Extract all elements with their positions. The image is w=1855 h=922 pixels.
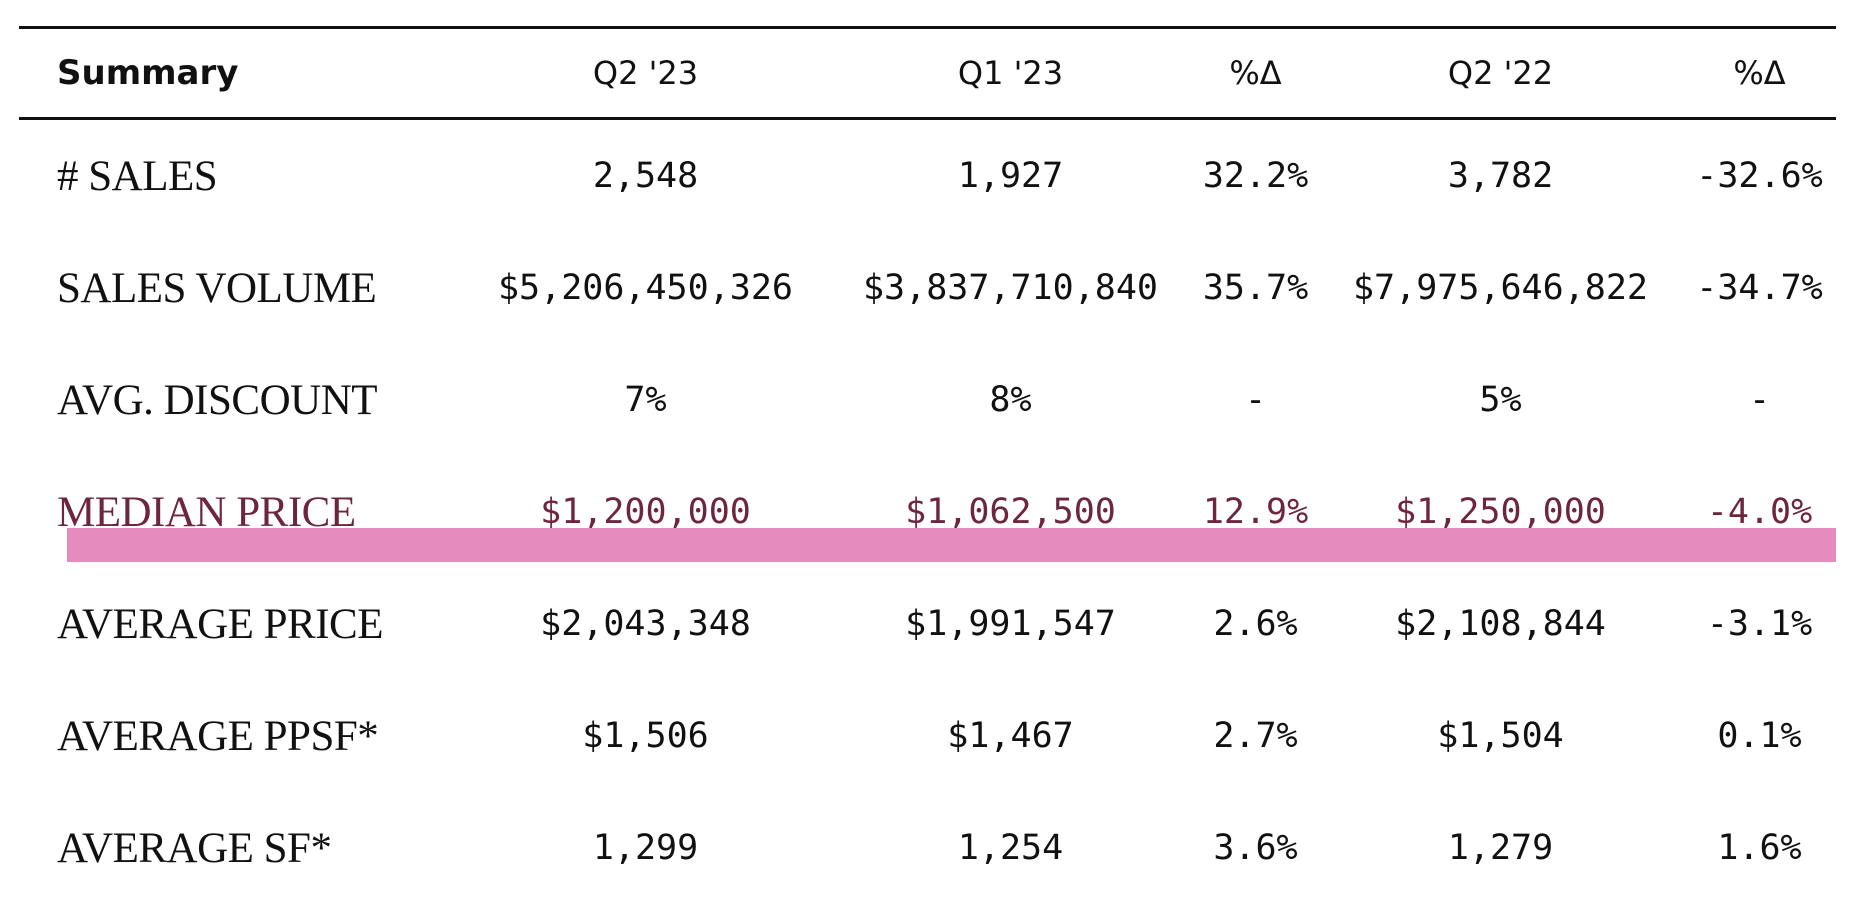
cell-q1-23: $3,837,710,840 [862, 268, 1158, 308]
table-row-avg-discount: AVG. DISCOUNT 7% 8% - 5% - [19, 344, 1836, 456]
cell-q2-23: $2,043,348 [540, 604, 751, 644]
cell-q2-23: 1,299 [592, 828, 699, 868]
cell-pct-qoq: 32.2% [1202, 156, 1309, 196]
row-label: AVERAGE SF* [57, 824, 332, 872]
summary-table: Summary Q2 '23 Q1 '23 %Δ Q2 '22 %Δ # SAL… [19, 26, 1836, 904]
header-q1-23: Q1 '23 [957, 54, 1064, 92]
table-row-median-price: MEDIAN PRICE $1,200,000 $1,062,500 12.9%… [19, 456, 1836, 568]
header-summary: Summary [57, 53, 239, 93]
table-row-sales-count: # SALES 2,548 1,927 32.2% 3,782 -32.6% [19, 119, 1836, 233]
cell-q2-23: $1,506 [582, 716, 709, 756]
header-q2-23: Q2 '23 [592, 54, 699, 92]
cell-pct-yoy: - [1748, 380, 1771, 420]
cell-q1-23: 1,254 [957, 828, 1064, 868]
cell-q2-23: $5,206,450,326 [497, 268, 793, 308]
cell-q2-23: 7% [624, 380, 667, 420]
row-label: SALES VOLUME [57, 264, 377, 312]
cell-pct-yoy: -32.6% [1696, 156, 1823, 196]
table-row-sales-volume: SALES VOLUME $5,206,450,326 $3,837,710,8… [19, 232, 1836, 344]
cell-q2-23: $1,200,000 [540, 492, 751, 532]
table-row-average-price: AVERAGE PRICE $2,043,348 $1,991,547 2.6%… [19, 568, 1836, 680]
cell-pct-qoq: 12.9% [1202, 492, 1309, 532]
cell-pct-qoq: 2.7% [1213, 716, 1298, 756]
cell-pct-qoq: 3.6% [1213, 828, 1298, 868]
cell-pct-yoy: 1.6% [1717, 828, 1802, 868]
cell-pct-qoq: - [1244, 380, 1267, 420]
cell-q2-22: 3,782 [1447, 156, 1554, 196]
cell-q1-23: $1,062,500 [905, 492, 1116, 532]
cell-q2-22: $1,250,000 [1395, 492, 1606, 532]
cell-q2-22: $1,504 [1437, 716, 1564, 756]
row-label: AVG. DISCOUNT [57, 376, 378, 424]
cell-q2-23: 2,548 [592, 156, 699, 196]
summary-table-container: Summary Q2 '23 Q1 '23 %Δ Q2 '22 %Δ # SAL… [19, 26, 1836, 904]
cell-q2-22: $7,975,646,822 [1352, 268, 1648, 308]
cell-pct-qoq: 35.7% [1202, 268, 1309, 308]
cell-pct-yoy: 0.1% [1717, 716, 1802, 756]
cell-q1-23: $1,991,547 [905, 604, 1116, 644]
cell-q1-23: 8% [989, 380, 1032, 420]
cell-pct-yoy: -34.7% [1696, 268, 1823, 308]
cell-q2-22: $2,108,844 [1395, 604, 1606, 644]
row-label: AVERAGE PRICE [57, 600, 384, 648]
cell-q2-22: 5% [1479, 380, 1522, 420]
header-pct-change-yoy: %Δ [1733, 54, 1786, 92]
row-label: AVERAGE PPSF* [57, 712, 379, 760]
header-pct-change-qoq: %Δ [1229, 54, 1282, 92]
cell-pct-yoy: -4.0% [1706, 492, 1813, 532]
header-q2-22: Q2 '22 [1447, 54, 1554, 92]
cell-q1-23: 1,927 [957, 156, 1064, 196]
row-label: # SALES [57, 152, 218, 200]
cell-pct-qoq: 2.6% [1213, 604, 1298, 644]
row-label: MEDIAN PRICE [57, 488, 356, 536]
cell-q1-23: $1,467 [947, 716, 1074, 756]
cell-pct-yoy: -3.1% [1706, 604, 1813, 644]
highlight-band [67, 528, 1836, 562]
header-row: Summary Q2 '23 Q1 '23 %Δ Q2 '22 %Δ [19, 27, 1836, 119]
table-body: # SALES 2,548 1,927 32.2% 3,782 -32.6% S… [19, 119, 1836, 905]
table-header: Summary Q2 '23 Q1 '23 %Δ Q2 '22 %Δ [19, 27, 1836, 119]
table-row-average-sf: AVERAGE SF* 1,299 1,254 3.6% 1,279 1.6% [19, 792, 1836, 904]
cell-q2-22: 1,279 [1447, 828, 1554, 868]
table-row-average-ppsf: AVERAGE PPSF* $1,506 $1,467 2.7% $1,504 … [19, 680, 1836, 792]
